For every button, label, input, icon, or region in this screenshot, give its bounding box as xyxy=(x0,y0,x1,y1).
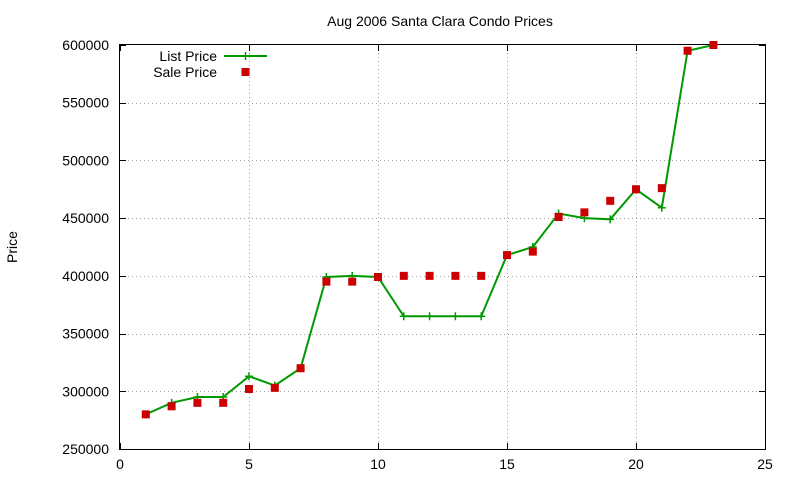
data-point xyxy=(296,364,305,373)
data-point xyxy=(399,312,408,321)
legend-label: List Price xyxy=(159,48,217,64)
y-tick-label: 300000 xyxy=(62,383,109,399)
y-tick-label: 250000 xyxy=(62,441,109,457)
data-point xyxy=(657,203,666,212)
x-tick-label: 20 xyxy=(628,456,644,472)
data-point xyxy=(683,46,692,55)
series-sale-price xyxy=(141,41,718,419)
data-point xyxy=(425,312,434,321)
x-tick-label: 10 xyxy=(370,456,386,472)
data-point xyxy=(245,384,253,393)
y-tick-label: 450000 xyxy=(62,210,109,226)
legend-marker xyxy=(241,68,250,76)
axis-ticks: 0 5 10 15 20 25 250000 300000 350000 400000 450000… xyxy=(62,37,773,472)
legend-label: Sale Price xyxy=(153,64,217,80)
chart-title: Aug 2006 Santa Clara Condo Prices xyxy=(327,13,553,29)
data-series xyxy=(141,41,718,419)
data-point xyxy=(606,215,615,224)
legend-marker xyxy=(241,52,250,60)
data-point xyxy=(141,410,150,419)
series-line xyxy=(145,44,714,416)
x-tick-label: 5 xyxy=(245,456,253,472)
data-point xyxy=(580,208,589,217)
data-point xyxy=(528,247,537,256)
y-tick-label: 400000 xyxy=(62,268,109,284)
x-tick-label: 25 xyxy=(757,456,773,472)
data-point xyxy=(219,398,228,407)
data-point xyxy=(245,372,253,381)
x-tick-label: 0 xyxy=(116,456,124,472)
y-axis-label: Price xyxy=(4,231,20,263)
y-tick-label: 500000 xyxy=(62,152,109,168)
y-tick-label: 600000 xyxy=(62,37,109,53)
data-point xyxy=(399,271,408,280)
data-point xyxy=(193,398,202,407)
data-point xyxy=(425,271,434,280)
data-point xyxy=(657,184,666,193)
data-point xyxy=(554,212,563,221)
data-point xyxy=(374,273,382,282)
data-point xyxy=(632,185,640,194)
data-point xyxy=(709,41,718,49)
y-tick-label: 350000 xyxy=(62,326,109,342)
data-point xyxy=(270,383,279,392)
data-point xyxy=(322,277,331,286)
data-point xyxy=(451,271,460,280)
plot-frame xyxy=(119,44,766,450)
data-point xyxy=(606,196,615,205)
grid xyxy=(120,45,765,449)
data-point xyxy=(477,271,486,280)
series-list-price xyxy=(141,41,718,419)
x-tick-label: 15 xyxy=(499,456,515,472)
data-point xyxy=(477,312,486,321)
data-point xyxy=(167,402,176,411)
data-point xyxy=(451,312,460,321)
data-point xyxy=(503,251,511,260)
data-point xyxy=(348,277,357,286)
y-tick-label: 550000 xyxy=(62,95,109,111)
